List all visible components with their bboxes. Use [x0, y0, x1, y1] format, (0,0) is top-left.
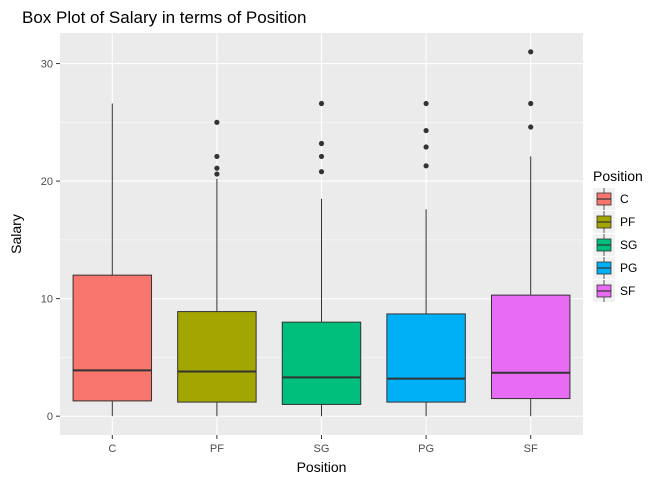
- x-tick-label: SF: [524, 443, 538, 455]
- y-axis-ticks: 0 10 20 30: [41, 59, 60, 423]
- outlier-point: [528, 100, 534, 107]
- legend-label: PF: [620, 215, 635, 229]
- outlier-point: [214, 153, 220, 160]
- legend-label: SG: [620, 238, 637, 252]
- box-sf: [490, 49, 571, 417]
- outlier-point: [318, 140, 325, 147]
- box-iqr: [386, 313, 466, 403]
- box-pg: [386, 100, 466, 417]
- outlier-point: [214, 119, 220, 125]
- box-sg: [281, 100, 362, 417]
- legend-label: SF: [620, 284, 635, 298]
- box-iqr: [72, 274, 153, 402]
- outlier-point: [318, 153, 325, 160]
- outlier-point: [423, 127, 429, 134]
- box-c: [72, 103, 153, 417]
- outlier-point: [214, 165, 220, 171]
- box-iqr: [490, 294, 571, 400]
- box-pf: [177, 119, 257, 417]
- outlier-point: [423, 144, 429, 150]
- legend: Position C PF SG PG SF: [593, 168, 643, 302]
- legend-label: C: [620, 192, 629, 206]
- y-tick-label: 0: [47, 411, 53, 423]
- box-iqr: [177, 311, 257, 403]
- outlier-point: [214, 171, 220, 177]
- x-tick-label: SG: [314, 443, 330, 455]
- x-axis-ticks: C PF SG PG SF: [108, 435, 538, 455]
- y-tick-label: 30: [41, 59, 53, 71]
- y-tick-label: 20: [41, 176, 53, 188]
- outlier-point: [423, 100, 429, 107]
- box-iqr: [281, 321, 362, 405]
- outlier-point: [318, 100, 325, 107]
- legend-item-pf: PF: [593, 211, 635, 233]
- y-axis-title: Salary: [8, 214, 24, 254]
- outlier-point: [318, 169, 325, 175]
- boxes: [72, 49, 571, 417]
- legend-item-pg: PG: [593, 257, 637, 279]
- legend-title: Position: [593, 168, 643, 184]
- legend-label: PG: [620, 261, 637, 275]
- x-tick-label: PF: [210, 443, 224, 455]
- outlier-point: [423, 163, 429, 169]
- legend-item-sg: SG: [593, 234, 637, 256]
- x-tick-label: C: [108, 443, 116, 455]
- legend-item-c: C: [593, 188, 629, 210]
- y-tick-label: 10: [41, 294, 53, 306]
- x-axis-title: Position: [297, 459, 347, 475]
- outlier-point: [528, 49, 534, 55]
- x-tick-label: PG: [418, 443, 434, 455]
- legend-item-sf: SF: [593, 280, 635, 302]
- chart-title: Box Plot of Salary in terms of Position: [22, 8, 306, 27]
- outlier-point: [528, 124, 534, 130]
